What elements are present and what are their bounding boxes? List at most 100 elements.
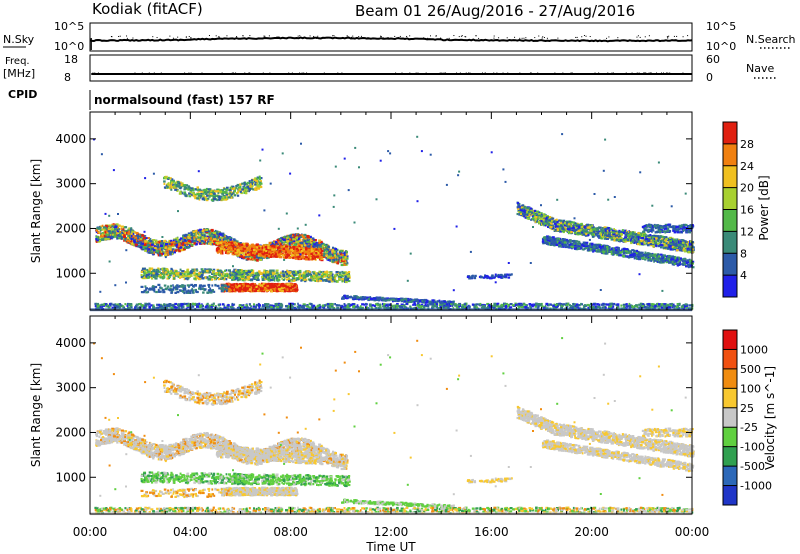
power-cell (180, 237, 183, 239)
nave-dot (201, 73, 202, 74)
power-cell (204, 234, 206, 236)
power-cell (334, 274, 337, 276)
power-cell (164, 183, 166, 185)
power-cell (118, 225, 120, 227)
nsearch-dot (590, 36, 591, 37)
power-cell (148, 248, 150, 250)
power-cell (216, 235, 218, 237)
station-title: Kodiak (fitACF) (92, 0, 203, 18)
power-cell (307, 270, 309, 272)
power-cell (153, 249, 156, 251)
nsearch-tick-low: 10^0 (706, 40, 736, 53)
power-cell (148, 252, 150, 254)
power-cell (299, 247, 301, 249)
power-cell (267, 247, 269, 249)
power-cell (203, 189, 206, 191)
nave-dot (94, 73, 95, 74)
power-cell (347, 275, 349, 277)
power-cell (190, 191, 192, 193)
power-cell (303, 272, 305, 274)
nave-dot (395, 73, 396, 74)
power-cell (179, 183, 181, 185)
power-cell (108, 238, 110, 240)
nave-dot (485, 73, 486, 74)
power-cell (217, 270, 220, 272)
power-cell (128, 227, 130, 229)
power-cell (218, 235, 220, 237)
nave-dot (562, 73, 563, 74)
power-cell (282, 270, 284, 272)
power-cell (288, 280, 290, 282)
power-cell (99, 227, 102, 229)
power-cell (303, 234, 306, 236)
power-cell (220, 242, 223, 244)
power-cell (319, 250, 321, 252)
nsearch-dot (381, 36, 382, 37)
power-cell (252, 258, 255, 260)
power-cell (188, 186, 191, 188)
power-cell (298, 275, 301, 277)
power-cell (104, 235, 106, 237)
nsearch-dot (478, 38, 479, 39)
power-cell (185, 278, 187, 280)
power-cell (286, 273, 288, 275)
nsearch-dot (638, 35, 639, 36)
nsearch-dot (475, 35, 476, 36)
power-cell (128, 230, 130, 232)
power-cell (310, 276, 313, 278)
nsearch-dot (177, 37, 178, 38)
nave-dot (607, 73, 608, 74)
power-cell (207, 278, 210, 280)
power-cell (170, 268, 172, 270)
power-cell (341, 264, 344, 266)
power-cell (182, 235, 184, 237)
power-cell (270, 256, 273, 258)
power-cell (266, 252, 269, 254)
power-cell (173, 244, 175, 246)
power-cell (254, 177, 256, 179)
nsearch-dot (333, 35, 334, 36)
power-cell (294, 252, 297, 254)
nsky-tick-low: 10^0 (54, 40, 84, 53)
power-cell (329, 253, 332, 255)
nsearch-dot (357, 37, 358, 38)
nsearch-dot (577, 37, 578, 38)
power-cell (114, 235, 117, 237)
power-cell (123, 228, 125, 230)
power-cell (300, 280, 302, 282)
power-cell (165, 243, 168, 245)
power-cell (266, 274, 269, 276)
nsearch-dot (525, 37, 526, 38)
power-cell (218, 196, 220, 198)
power-cell (228, 275, 230, 277)
nsearch-dot (636, 37, 637, 38)
nsearch-dot (406, 36, 407, 37)
power-cell (294, 255, 296, 257)
power-cell (278, 279, 281, 281)
power-cell (131, 233, 133, 235)
power-cell (137, 237, 139, 239)
power-cell (198, 237, 200, 239)
power-cell (164, 254, 167, 256)
power-cell (276, 251, 278, 253)
nsearch-dot (277, 36, 278, 37)
power-cell (190, 270, 192, 272)
nave-dot (341, 73, 342, 74)
power-cell (275, 241, 278, 243)
power-cell (252, 252, 254, 254)
power-cell (167, 186, 169, 188)
power-cell (111, 236, 114, 238)
power-cell (302, 236, 305, 238)
power-cell (285, 245, 288, 247)
power-cell (168, 276, 171, 278)
nave-dot (324, 73, 325, 74)
power-cell (287, 255, 289, 257)
nsearch-dot (361, 36, 362, 37)
power-cell (320, 278, 322, 280)
power-cell (171, 178, 173, 180)
power-cell (102, 236, 104, 238)
power-cell (255, 276, 257, 278)
power-cell (259, 176, 261, 178)
power-cell (285, 271, 287, 273)
power-cell (279, 238, 281, 240)
